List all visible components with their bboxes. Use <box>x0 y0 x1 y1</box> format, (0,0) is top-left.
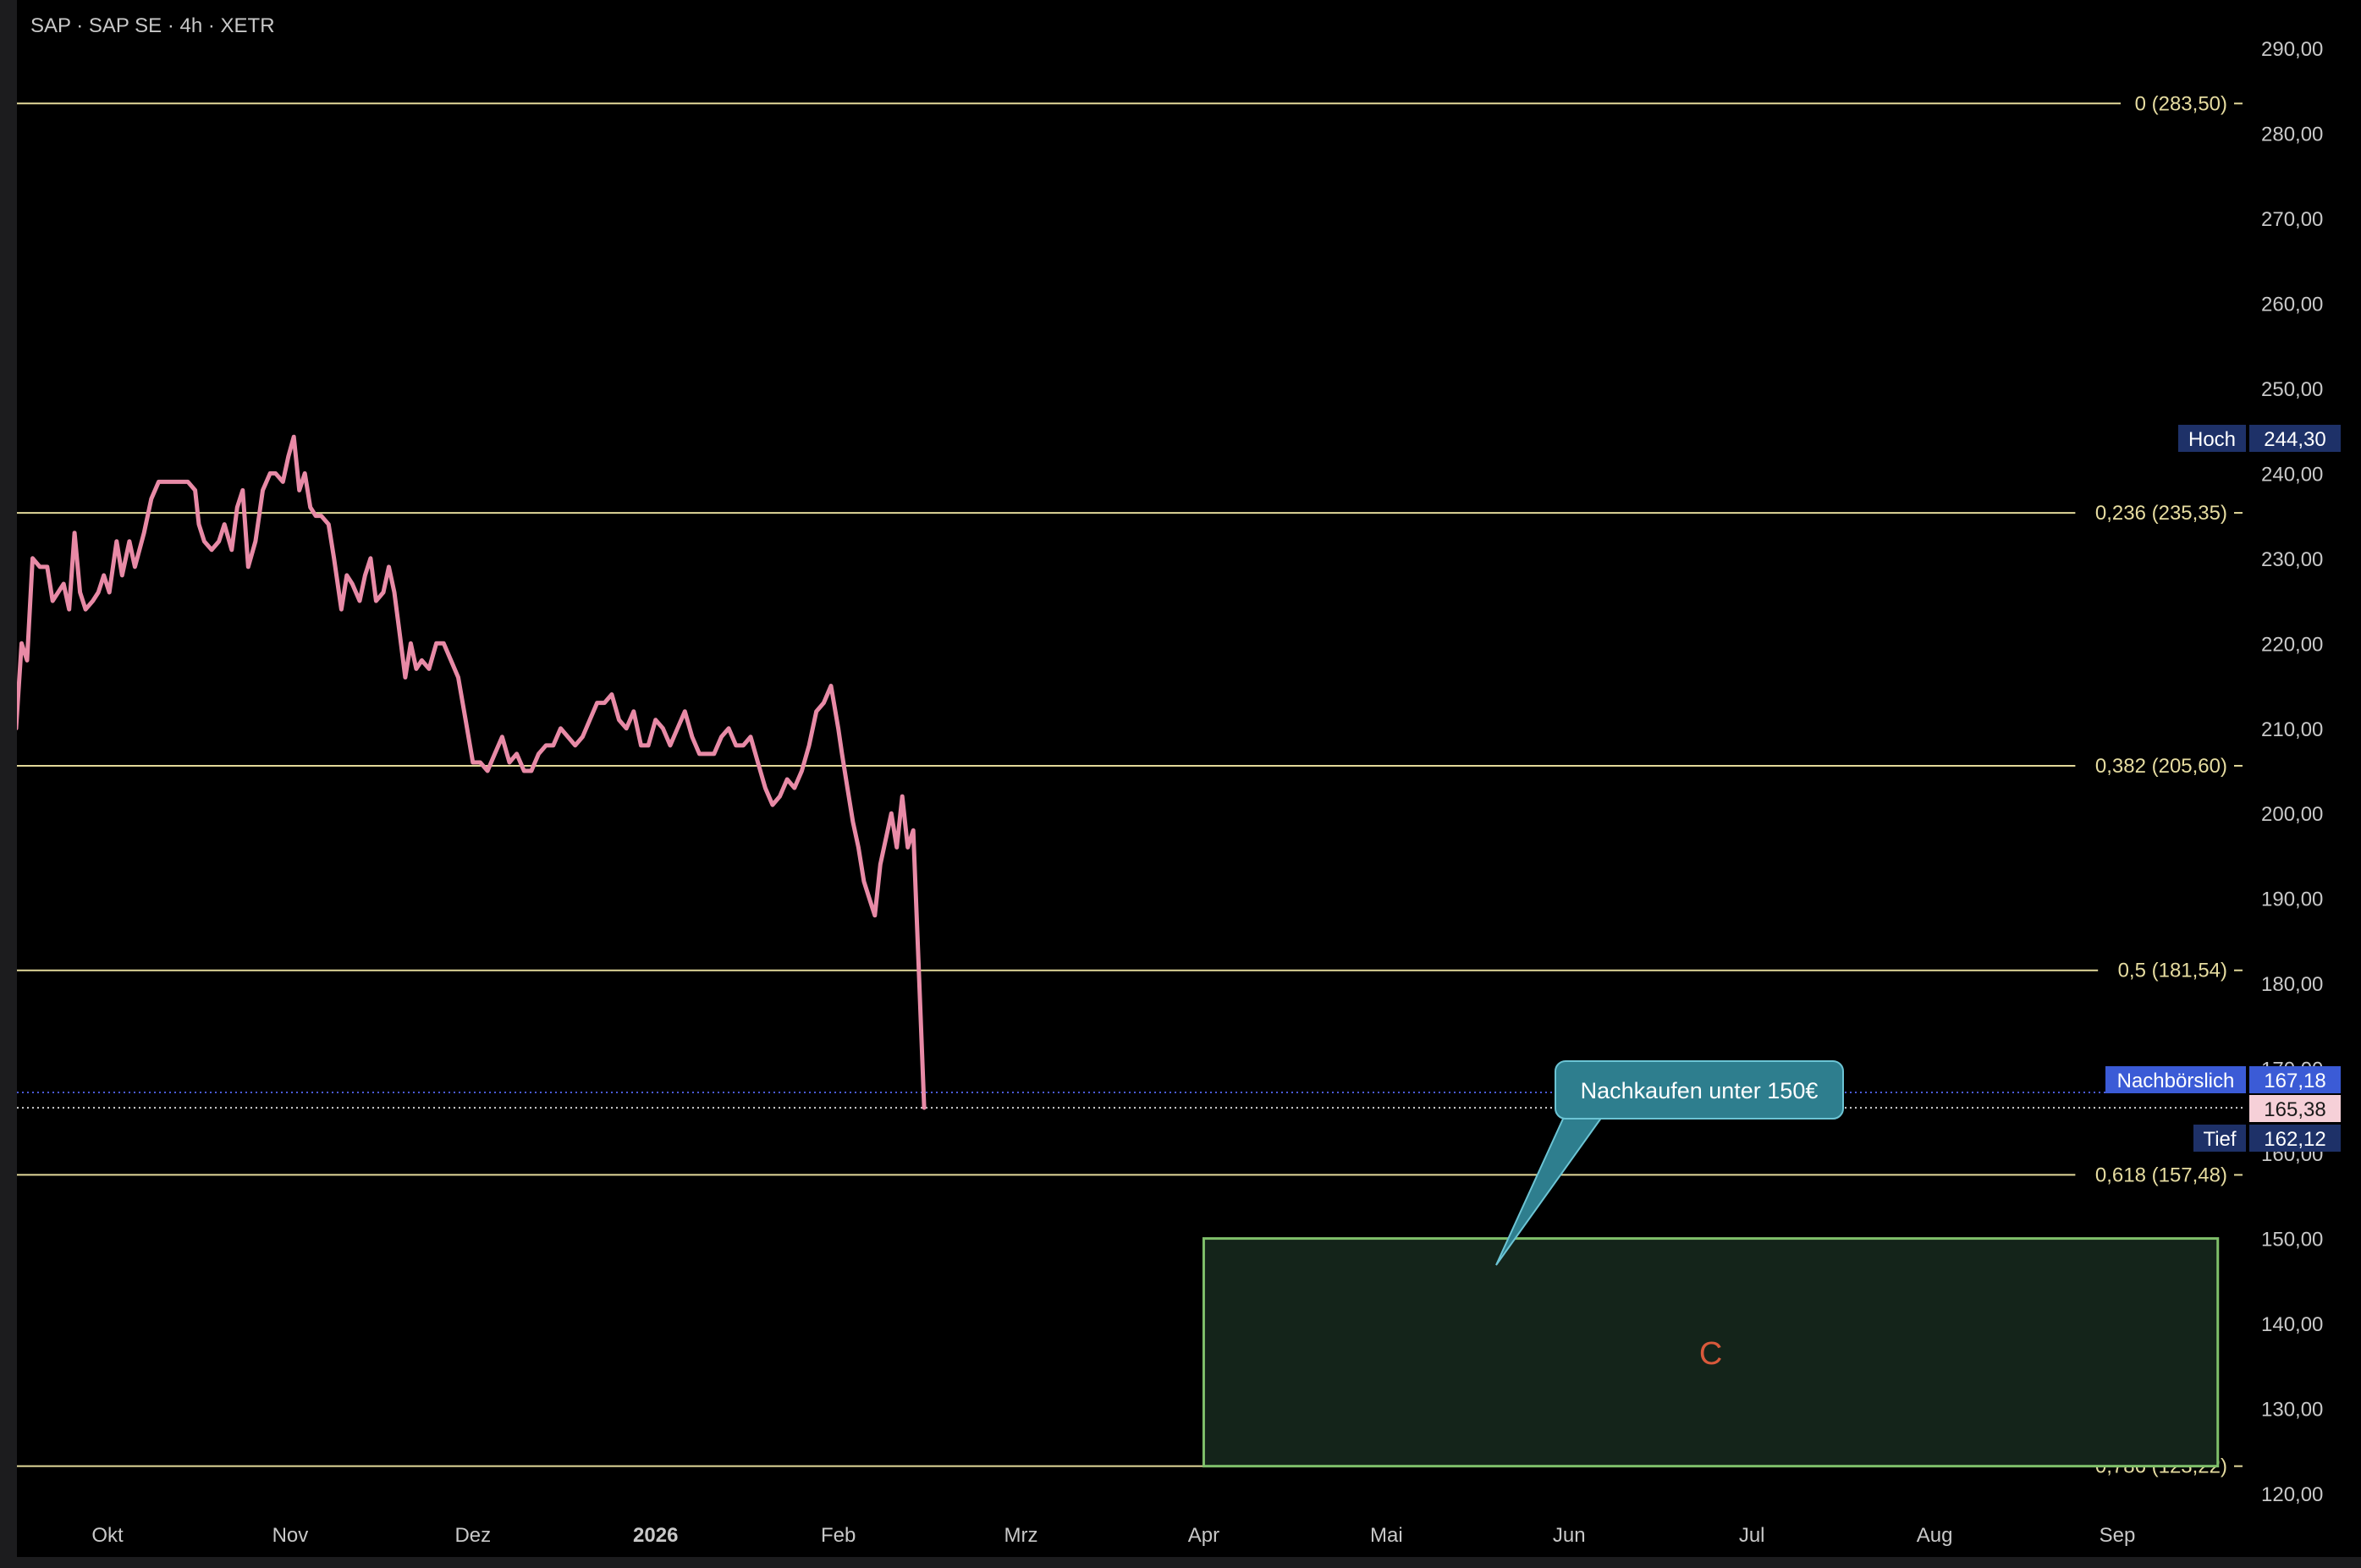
hoch-badge-value-bg <box>2249 425 2341 452</box>
nachboerslich-badge-label-bg <box>2105 1066 2246 1093</box>
x-tick-label-10: Aug <box>1917 1524 1953 1547</box>
y-tick-label-16: 130,00 <box>2261 1399 2323 1422</box>
bottom-panel-border <box>0 1557 2361 1568</box>
y-tick-label-7: 220,00 <box>2261 633 2323 656</box>
y-tick-label-15: 140,00 <box>2261 1313 2323 1336</box>
x-tick-label-7: Mai <box>1370 1524 1403 1547</box>
y-tick-label-5: 240,00 <box>2261 463 2323 486</box>
left-panel-border <box>0 0 17 1568</box>
tief-badge-value: 162,12 <box>2264 1128 2325 1151</box>
y-tick-label-2: 270,00 <box>2261 208 2323 231</box>
chart-title: SAP · SAP SE · 4h · XETR <box>30 14 275 37</box>
x-tick-label-6: Apr <box>1188 1524 1219 1547</box>
y-tick-label-6: 230,00 <box>2261 548 2323 571</box>
hoch-badge-label: Hoch <box>2188 428 2236 451</box>
y-tick-label-10: 190,00 <box>2261 889 2323 911</box>
buy-zone-rect <box>1202 1237 2220 1468</box>
x-tick-label-1: Nov <box>272 1524 309 1547</box>
y-tick-label-4: 250,00 <box>2261 378 2323 401</box>
x-tick-label-5: Mrz <box>1004 1524 1038 1547</box>
fibonacci-retracement[interactable]: 0 (283,50) 0,236 (235,35) 0,382 (205,60) 0,… <box>17 92 2243 1478</box>
zone-label: C <box>1699 1336 1722 1372</box>
callout-box <box>1555 1060 1844 1120</box>
price-axis[interactable]: 290,00 280,00 270,00 260,00 250,00 240,00 230,… <box>2261 38 2323 1506</box>
y-tick-label-1: 280,00 <box>2261 123 2323 146</box>
time-axis[interactable]: Okt Nov Dez 2026 Feb Mrz Apr Mai Jun Jul Aug Sep <box>91 1524 2135 1547</box>
y-tick-label-14: 150,00 <box>2261 1229 2323 1252</box>
fib-label-0: 0 (283,50) <box>2135 92 2227 115</box>
fib-label-1: 0,236 (235,35) <box>2095 502 2227 525</box>
fib-label-4: 0,618 (157,48) <box>2095 1164 2227 1186</box>
price-badges: Hoch 244,30 Nachbörslich 167,18 165,38 Tief 16… <box>2105 425 2341 1152</box>
y-tick-label-11: 180,00 <box>2261 973 2323 996</box>
x-tick-label-0: Okt <box>91 1524 124 1547</box>
tief-badge-label: Tief <box>2203 1128 2236 1151</box>
x-tick-label-3: 2026 <box>633 1524 678 1547</box>
buy-callout[interactable]: Nachkaufen unter 150€ <box>1495 1060 1844 1266</box>
x-tick-label-9: Jul <box>1739 1524 1765 1547</box>
last-badge-value-bg <box>2249 1095 2341 1122</box>
nachboerslich-badge-value-bg <box>2249 1066 2341 1093</box>
y-tick-label-3: 260,00 <box>2261 293 2323 316</box>
fib-label-2: 0,382 (205,60) <box>2095 755 2227 778</box>
x-tick-label-8: Jun <box>1553 1524 1586 1547</box>
y-tick-label-9: 200,00 <box>2261 803 2323 826</box>
y-tick-label-17: 120,00 <box>2261 1483 2323 1506</box>
price-reference-lines <box>17 1091 2243 1109</box>
y-tick-label-0: 290,00 <box>2261 38 2323 61</box>
tief-badge-value-bg <box>2249 1125 2341 1152</box>
buy-zone[interactable]: C <box>1202 1237 2220 1468</box>
hoch-badge-label-bg <box>2178 425 2246 452</box>
nachboerslich-badge-label: Nachbörslich <box>2117 1070 2235 1092</box>
nachboerslich-badge-value: 167,18 <box>2264 1070 2325 1092</box>
x-tick-label-2: Dez <box>454 1524 491 1547</box>
x-tick-label-4: Feb <box>821 1524 856 1547</box>
x-tick-label-11: Sep <box>2100 1524 2136 1547</box>
last-badge-value: 165,38 <box>2264 1098 2325 1121</box>
price-line-series-0 <box>14 434 927 1110</box>
price-series[interactable] <box>14 434 927 1110</box>
hoch-badge-value: 244,30 <box>2264 428 2325 451</box>
y-tick-label-8: 210,00 <box>2261 718 2323 741</box>
fib-label-3: 0,5 (181,54) <box>2118 960 2227 982</box>
callout-text: Nachkaufen unter 150€ <box>1581 1078 1819 1103</box>
tief-badge-label-bg <box>2193 1125 2246 1152</box>
